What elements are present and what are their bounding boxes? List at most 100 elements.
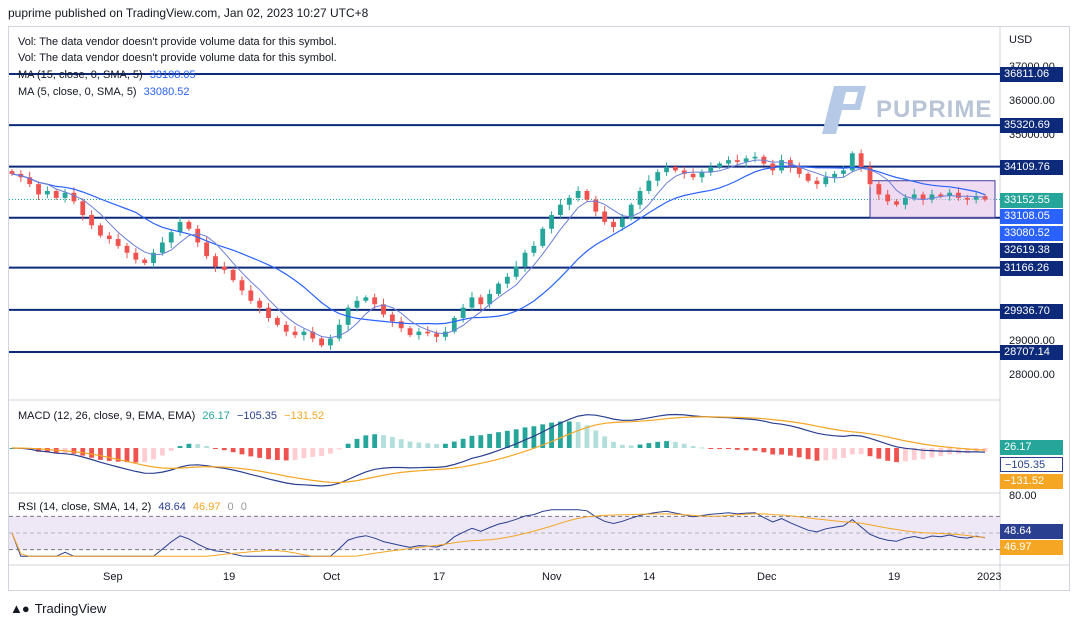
macd-histogram-bar	[336, 448, 342, 450]
price-tag-level: 32619.38	[1000, 243, 1063, 258]
macd-label: MACD (12, 26, close, 9, EMA, EMA)	[18, 410, 196, 422]
macd-histogram-bar	[478, 435, 484, 448]
candle-body	[938, 194, 944, 197]
ma15-line	[11, 165, 986, 325]
rsi-ma-line	[11, 513, 986, 557]
candle-body	[416, 331, 422, 336]
candle-body	[619, 218, 625, 228]
rsi-legend[interactable]: RSI (14, close, SMA, 14, 2) 48.64 46.97 …	[18, 501, 247, 513]
candle-body	[575, 191, 581, 198]
rsi-axis-80: 80.00	[1009, 490, 1037, 502]
macd-histogram-bar	[602, 436, 608, 448]
macd-histogram-bar	[805, 448, 811, 460]
candle-body	[460, 307, 466, 318]
candle-body	[858, 153, 864, 168]
macd-histogram-bar	[628, 445, 634, 448]
time-axis-tick: 19	[888, 571, 901, 583]
candle-body	[425, 331, 431, 334]
macd-histogram-bar	[522, 427, 528, 448]
macd-histogram-bar	[115, 448, 121, 462]
candle-body	[672, 167, 678, 171]
macd-histogram-bar	[894, 448, 899, 463]
candle-body	[982, 196, 988, 200]
candle-body	[593, 199, 599, 212]
candle-body	[796, 167, 802, 174]
macd-histogram-bar	[124, 448, 130, 463]
candle-body	[841, 170, 846, 174]
macd-histogram-bar	[381, 435, 386, 448]
macd-tag-hist: 26.17	[1000, 440, 1063, 455]
candle-body	[213, 256, 218, 267]
candle-body	[496, 283, 501, 294]
candle-body	[699, 172, 705, 178]
rsi-tag-rsi: 48.64	[1000, 524, 1063, 539]
macd-histogram-bar	[106, 448, 112, 461]
price-axis-tick: 28000.00	[1009, 369, 1055, 382]
ma15-legend[interactable]: MA (15, close, 0, SMA, 5) 33108.05	[18, 69, 196, 81]
macd-histogram-bar	[540, 424, 546, 448]
candle-body	[549, 215, 554, 229]
rsi-tag-ma: 46.97	[1000, 540, 1063, 555]
candle-body	[274, 317, 280, 325]
macd-histogram-bar	[787, 448, 793, 456]
vol-legend-1: Vol: The data vendor doesn't provide vol…	[18, 36, 337, 48]
macd-histogram-bar	[407, 441, 413, 448]
ma15-value: 33108.05	[149, 69, 196, 81]
macd-legend[interactable]: MACD (12, 26, close, 9, EMA, EMA) 26.17 …	[18, 410, 324, 422]
candle-body	[885, 194, 891, 202]
macd-histogram-bar	[796, 448, 802, 458]
ma15-label: MA (15, close, 0, SMA, 5)	[18, 69, 143, 81]
macd-tag-macd: −105.35	[1000, 457, 1063, 472]
macd-histogram-bar	[425, 443, 431, 448]
candle-body	[257, 300, 263, 308]
macd-histogram-bar	[89, 448, 95, 458]
candle-body	[805, 173, 811, 181]
price-tag-up: 33152.55	[1000, 193, 1063, 208]
macd-histogram-bar	[584, 425, 590, 448]
candle-body	[168, 232, 174, 243]
macd-histogram-bar	[672, 441, 678, 448]
macd-histogram-bar	[98, 448, 103, 460]
macd-histogram-bar	[389, 436, 395, 448]
candle-body	[814, 180, 820, 185]
candle-body	[655, 172, 661, 181]
candle-body	[584, 191, 590, 200]
macd-histogram-bar	[248, 448, 254, 457]
candle-body	[947, 192, 953, 197]
macd-histogram-bar	[372, 434, 378, 448]
macd-histogram-bar	[257, 448, 263, 458]
candle-body	[398, 321, 404, 329]
candle-body	[354, 300, 360, 308]
rsi-label: RSI (14, close, SMA, 14, 2)	[18, 501, 152, 513]
price-tag-ma15: 33108.05	[1000, 209, 1063, 224]
macd-histogram-bar	[964, 448, 970, 454]
rsi-line	[11, 509, 986, 557]
macd-histogram-bar	[36, 448, 41, 452]
macd-histogram-bar	[717, 448, 723, 449]
macd-histogram-bar	[832, 448, 838, 460]
ma5-legend[interactable]: MA (5, close, 0, SMA, 5) 33080.52	[18, 86, 190, 98]
macd-histogram-bar	[328, 448, 333, 454]
price-axis-tick: 29000.00	[1009, 334, 1055, 347]
macd-histogram-bar	[637, 444, 643, 448]
macd-histogram-bar	[230, 448, 236, 453]
macd-histogram-bar	[266, 448, 271, 460]
macd-histogram-bar	[195, 444, 201, 448]
candle-body	[964, 197, 970, 200]
candle-body	[690, 173, 696, 178]
macd-histogram-bar	[902, 448, 908, 462]
candle-body	[513, 266, 519, 277]
rsi-value-1: 48.64	[158, 501, 186, 513]
time-axis-tick: Oct	[323, 571, 341, 583]
chart-frame[interactable]	[8, 26, 1070, 591]
time-axis-tick: Dec	[757, 571, 777, 583]
macd-histogram-bar	[44, 448, 50, 453]
macd-histogram-bar	[151, 448, 156, 460]
candle-body	[133, 252, 139, 260]
macd-histogram-bar	[814, 448, 820, 461]
footer[interactable]: ▲● TradingView	[10, 601, 106, 616]
macd-histogram-bar	[398, 439, 404, 448]
price-tag-level: 31166.26	[1000, 261, 1063, 276]
candle-body	[566, 197, 572, 205]
